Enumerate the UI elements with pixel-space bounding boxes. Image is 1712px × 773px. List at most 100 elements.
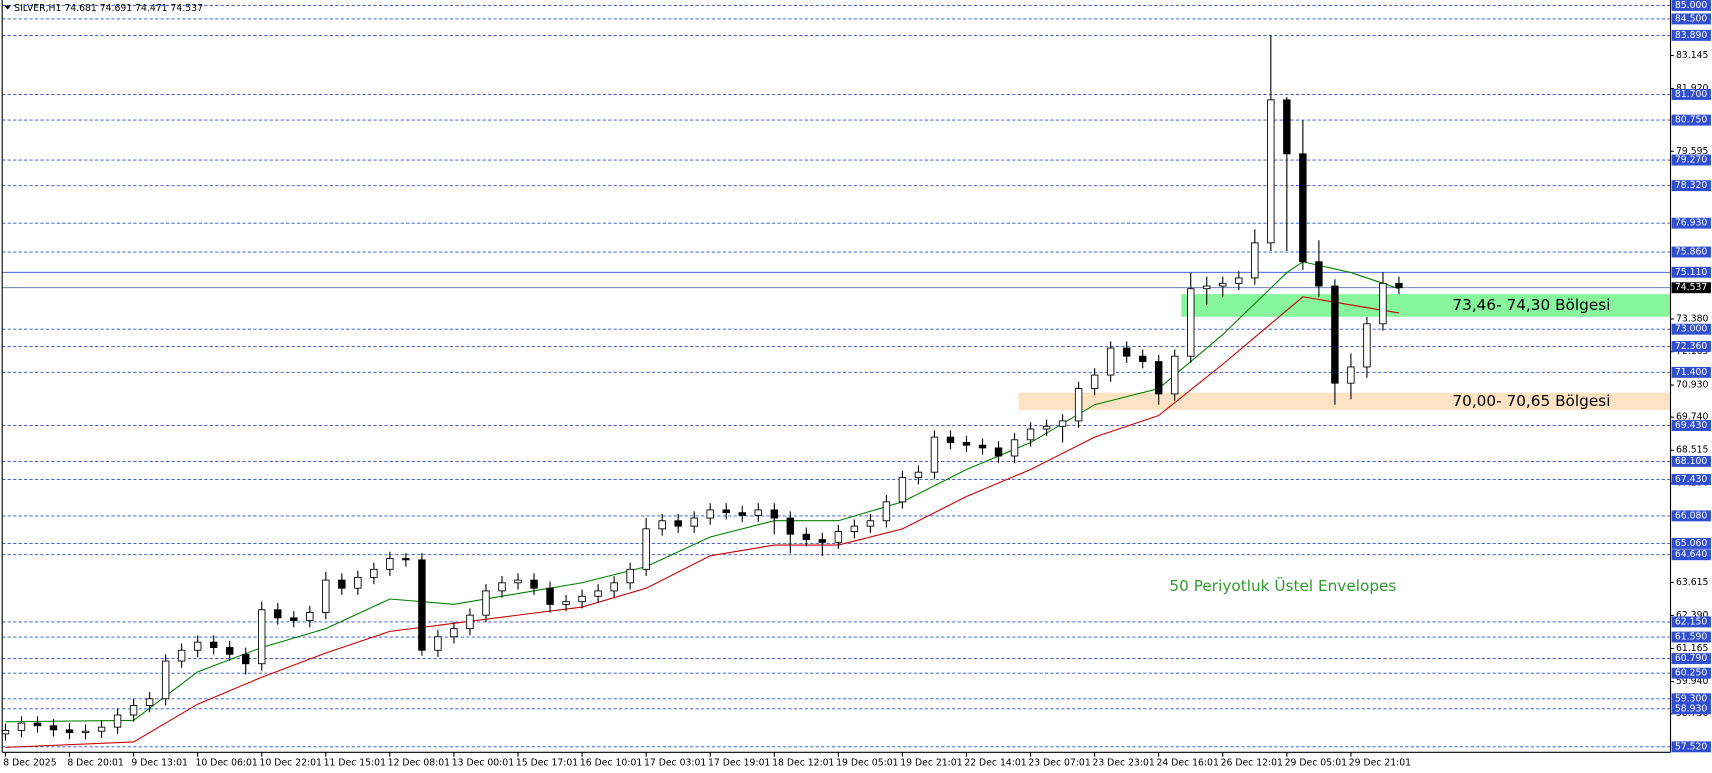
x-tick-label: 29 Dec 05:01 bbox=[1285, 758, 1347, 769]
candle-body bbox=[33, 722, 42, 727]
level-label: 57.520 bbox=[1675, 741, 1708, 752]
x-tick-label: 22 Dec 14:01 bbox=[964, 758, 1026, 769]
candle-body bbox=[1379, 282, 1387, 325]
candle-body bbox=[738, 512, 746, 516]
candle-body bbox=[1347, 366, 1355, 384]
envelope-line bbox=[5, 296, 1400, 748]
candle-body bbox=[818, 539, 827, 543]
candle-body bbox=[418, 559, 426, 651]
candle-body bbox=[626, 568, 634, 584]
candle-body bbox=[161, 660, 170, 700]
candle-body bbox=[1122, 347, 1131, 357]
level-label: 75.110 bbox=[1675, 267, 1708, 278]
level-label: 80.750 bbox=[1675, 115, 1708, 126]
level-box bbox=[1671, 420, 1711, 431]
x-tick-label: 10 Dec 22:01 bbox=[260, 758, 322, 769]
current-price-label: 74.537 bbox=[1675, 282, 1708, 293]
candle-body bbox=[690, 517, 698, 527]
candle-body bbox=[578, 595, 586, 603]
level-label: 81.700 bbox=[1675, 89, 1708, 100]
candle-body bbox=[338, 579, 346, 589]
candle-body bbox=[65, 729, 74, 733]
y-tick-label: 59.940 bbox=[1676, 676, 1709, 687]
y-tick-label: 70.930 bbox=[1676, 380, 1709, 391]
level-box bbox=[1671, 693, 1711, 705]
candle-body bbox=[978, 444, 987, 449]
candle-body bbox=[17, 722, 26, 731]
candle-body bbox=[786, 517, 795, 535]
candle-body bbox=[530, 579, 538, 589]
candle-body bbox=[1042, 425, 1051, 430]
x-tick-label: 19 Dec 05:01 bbox=[836, 758, 898, 769]
level-box bbox=[1671, 266, 1711, 278]
x-tick-label: 23 Dec 23:01 bbox=[1092, 758, 1154, 769]
candle-body bbox=[1090, 374, 1099, 389]
level-box bbox=[1671, 114, 1711, 126]
candle-body bbox=[1283, 99, 1291, 155]
candle-body bbox=[994, 447, 1003, 457]
candle-body bbox=[1315, 261, 1323, 287]
candle-body bbox=[1331, 285, 1339, 384]
candle-body bbox=[546, 587, 554, 605]
level-label: 67.430 bbox=[1675, 474, 1708, 485]
level-box bbox=[1671, 455, 1711, 467]
candle-body bbox=[482, 590, 490, 616]
current-price-box bbox=[1671, 282, 1711, 294]
y-tick-label: 62.390 bbox=[1676, 610, 1709, 621]
level-label: 65.060 bbox=[1675, 538, 1708, 549]
candle-body bbox=[1074, 388, 1083, 422]
y-tick-label: 69.740 bbox=[1676, 412, 1709, 423]
menu-icon[interactable] bbox=[4, 5, 11, 10]
candle-body bbox=[1106, 347, 1115, 376]
candle-body bbox=[113, 714, 122, 728]
candle-body bbox=[129, 705, 138, 716]
level-label: 85.000 bbox=[1675, 0, 1708, 11]
candle-body bbox=[145, 698, 154, 706]
candle-body bbox=[1171, 355, 1179, 395]
x-tick-label: 16 Dec 10:01 bbox=[580, 758, 642, 769]
candle-body bbox=[1010, 439, 1019, 457]
x-tick-label: 8 Dec 20:01 bbox=[67, 758, 124, 769]
candle-body bbox=[674, 520, 682, 527]
chart-title: SILVER,H1 74.681 74.691 74.471 74.537 bbox=[14, 3, 203, 14]
level-box bbox=[1671, 631, 1711, 643]
candle-body bbox=[722, 509, 730, 514]
x-tick-label: 23 Dec 07:01 bbox=[1028, 758, 1090, 769]
candle-body bbox=[610, 582, 618, 592]
level-box bbox=[1671, 741, 1711, 753]
y-tick-label: 61.165 bbox=[1676, 643, 1709, 654]
candle-body bbox=[97, 726, 106, 732]
candle-body bbox=[498, 582, 506, 592]
level-label: 71.400 bbox=[1675, 367, 1708, 378]
y-tick-label: 63.615 bbox=[1676, 577, 1709, 588]
level-box bbox=[1671, 703, 1711, 715]
level-label: 66.080 bbox=[1675, 510, 1708, 521]
level-box bbox=[1671, 89, 1711, 100]
candle-body bbox=[1299, 153, 1307, 263]
level-box bbox=[1671, 653, 1711, 665]
level-label: 79.270 bbox=[1675, 155, 1708, 166]
candle-body bbox=[706, 509, 714, 519]
x-tick-label: 13 Dec 00:01 bbox=[452, 758, 514, 769]
candle-body bbox=[770, 509, 778, 519]
candle-body bbox=[81, 730, 90, 733]
candle-body bbox=[1058, 420, 1067, 427]
level-box bbox=[1671, 474, 1711, 485]
candle-body bbox=[209, 641, 218, 648]
level-label: 72.360 bbox=[1675, 341, 1708, 352]
candle-body bbox=[466, 614, 474, 630]
candle-body bbox=[1, 729, 10, 735]
candle-body bbox=[1138, 355, 1147, 363]
level-label: 60.250 bbox=[1675, 668, 1708, 679]
candle-body bbox=[962, 442, 971, 446]
candle-body bbox=[946, 436, 955, 443]
candle-body bbox=[914, 471, 923, 479]
candle-body bbox=[1235, 277, 1243, 284]
candle-body bbox=[193, 641, 202, 651]
candle-body bbox=[1267, 99, 1275, 244]
x-tick-label: 8 Dec 2025 bbox=[3, 758, 56, 769]
y-tick-label: 68.515 bbox=[1676, 445, 1709, 456]
